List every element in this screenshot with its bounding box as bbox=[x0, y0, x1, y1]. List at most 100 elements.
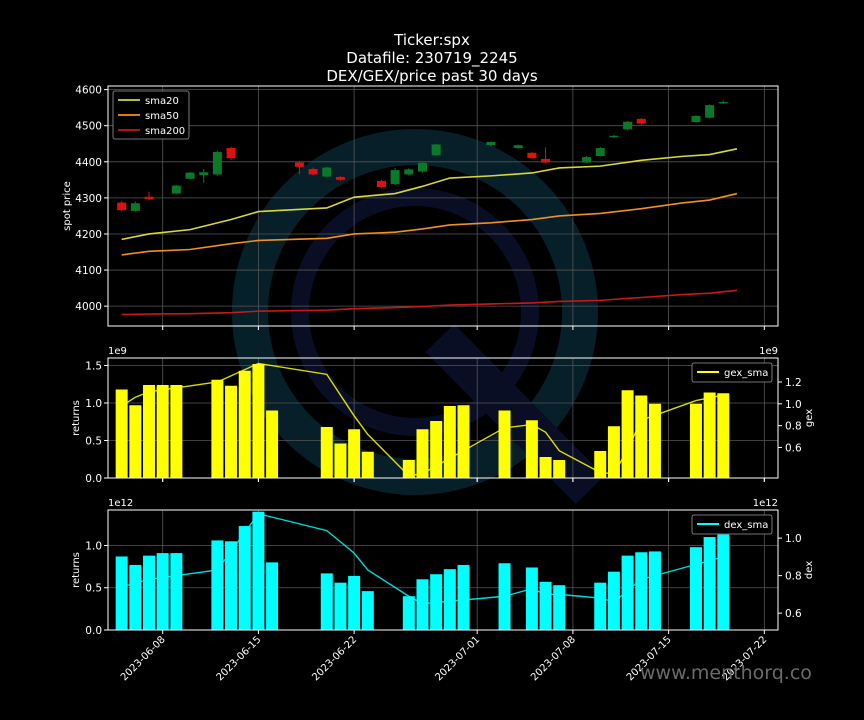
dex-bar bbox=[689, 547, 702, 630]
chart-title-datafile: Datafile: 230719_2245 bbox=[346, 49, 518, 67]
gex_sma-line bbox=[121, 362, 724, 477]
dex-bar bbox=[225, 541, 238, 630]
candle-body bbox=[527, 152, 537, 159]
candle-body bbox=[404, 169, 414, 175]
sma20-line bbox=[121, 148, 738, 241]
gex-bar bbox=[334, 443, 347, 478]
gex-bar bbox=[430, 421, 443, 478]
dex-bar bbox=[703, 537, 716, 630]
candle-body bbox=[376, 180, 386, 188]
gex-returns-tick-label: 1.0 bbox=[85, 398, 102, 410]
dex-returns-tick-label: 1.0 bbox=[85, 540, 102, 552]
gex-bar bbox=[648, 403, 661, 478]
dex-bar bbox=[648, 551, 661, 630]
dex-bar bbox=[717, 534, 730, 630]
dex-bar bbox=[170, 553, 183, 630]
dex-bar bbox=[635, 552, 648, 630]
candle-body bbox=[308, 169, 318, 175]
candle-body bbox=[117, 202, 127, 211]
dex-returns-tick-label: 0.0 bbox=[85, 625, 102, 637]
candle-body bbox=[185, 172, 195, 179]
candle-body bbox=[144, 196, 154, 199]
gex-legend: gex_sma bbox=[691, 362, 773, 383]
sma200-legend-label: sma200 bbox=[145, 126, 185, 137]
dex-bar bbox=[457, 564, 470, 630]
gex-tick-label: 0.8 bbox=[785, 421, 802, 433]
gex-bar bbox=[621, 390, 634, 478]
candle-body bbox=[595, 148, 605, 157]
dex-bar bbox=[334, 582, 347, 630]
candle-body bbox=[130, 203, 140, 211]
candle-body bbox=[636, 118, 646, 124]
price-tick-label: 4500 bbox=[75, 121, 102, 133]
gex-legend-box bbox=[691, 362, 773, 383]
gex-tick-label: 1.2 bbox=[785, 377, 802, 389]
price-tick-label: 4200 bbox=[75, 229, 102, 241]
date-tick-label: 2023-06-08 bbox=[119, 634, 168, 683]
date-tick-label: 2023-07-08 bbox=[529, 634, 578, 683]
sma50-legend-label: sma50 bbox=[145, 111, 179, 122]
sma200-line bbox=[121, 289, 738, 316]
price-axes-frame bbox=[107, 85, 779, 327]
gex-bar bbox=[525, 420, 538, 478]
candle-body bbox=[294, 162, 304, 167]
dex-returns-axis-label: returns bbox=[71, 552, 82, 588]
dex-bar bbox=[156, 553, 169, 630]
gex-bar bbox=[211, 379, 224, 478]
candle-body bbox=[335, 176, 345, 180]
gex-returns-tick-label: 1.5 bbox=[85, 361, 102, 373]
dex-bar bbox=[539, 581, 552, 630]
candle-body bbox=[226, 148, 236, 159]
dex-bar bbox=[320, 573, 333, 630]
sma50-line bbox=[121, 192, 738, 256]
price-tick-label: 4300 bbox=[75, 193, 102, 205]
gex-bar bbox=[170, 385, 183, 478]
candle-body bbox=[417, 162, 427, 172]
gex-bar bbox=[225, 385, 238, 478]
gex-bar bbox=[443, 406, 456, 478]
candle-body bbox=[322, 167, 332, 177]
chart-title-ticker: Ticker:spx bbox=[394, 31, 470, 49]
gex-bar bbox=[703, 392, 716, 478]
candle-body bbox=[691, 115, 701, 123]
gex-bar bbox=[539, 457, 552, 478]
dex-tick-label: 1.0 bbox=[785, 533, 802, 545]
dex-bar bbox=[143, 555, 156, 630]
gex-returns-tick-label: 0.5 bbox=[85, 436, 102, 448]
dex-returns-tick-label: 0.5 bbox=[85, 583, 102, 595]
dex-legend-box bbox=[691, 514, 773, 535]
candle-body bbox=[623, 121, 633, 130]
dex-bar bbox=[238, 526, 251, 630]
candle-body bbox=[705, 105, 715, 118]
gex-returns-tick-label: 0.0 bbox=[85, 473, 102, 485]
dex-bar bbox=[252, 511, 265, 630]
price-axis-label: spot price bbox=[62, 181, 73, 231]
chart-title-description: DEX/GEX/price past 30 days bbox=[326, 67, 538, 85]
gex-bar bbox=[252, 364, 265, 478]
gex-axes-frame bbox=[107, 357, 779, 479]
gex-bar bbox=[717, 393, 730, 478]
gex-bar bbox=[115, 389, 128, 478]
candle-body bbox=[486, 141, 496, 146]
candle-body bbox=[582, 157, 592, 163]
gex-tick-label: 1.0 bbox=[785, 399, 802, 411]
gex-bar bbox=[361, 451, 374, 478]
dex-bar bbox=[129, 564, 142, 630]
dex-axis-label: dex bbox=[804, 561, 815, 579]
candle-body bbox=[609, 135, 619, 138]
dex-legend: dex_sma bbox=[691, 514, 773, 535]
dex-bar bbox=[402, 596, 415, 630]
dex-right-scale-label: 1e12 bbox=[753, 498, 778, 509]
candle-body bbox=[541, 158, 551, 163]
candle-body bbox=[171, 185, 181, 194]
dex-bar bbox=[525, 567, 538, 630]
sma20-legend-label: sma20 bbox=[145, 96, 179, 107]
gex_sma-legend-label: gex_sma bbox=[724, 368, 768, 379]
gex-bar bbox=[156, 385, 169, 478]
dex-bar bbox=[443, 569, 456, 630]
dex-bar bbox=[211, 540, 224, 630]
price-legend-box bbox=[112, 90, 190, 140]
gex-bar bbox=[635, 395, 648, 478]
dex-bar bbox=[266, 562, 279, 630]
